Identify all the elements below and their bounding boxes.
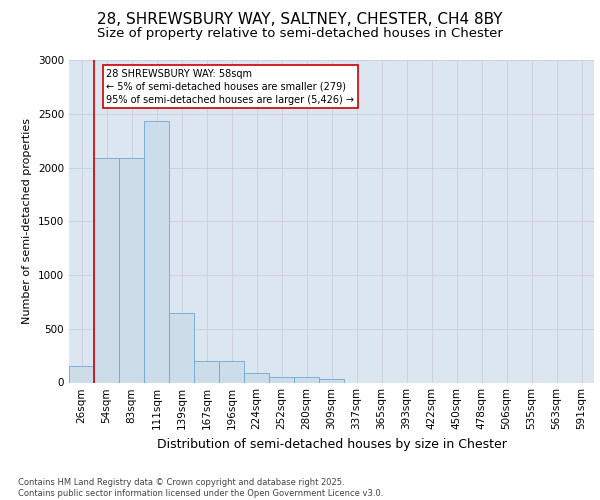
Bar <box>319 380 344 382</box>
Bar <box>169 312 194 382</box>
Text: 28, SHREWSBURY WAY, SALTNEY, CHESTER, CH4 8BY: 28, SHREWSBURY WAY, SALTNEY, CHESTER, CH… <box>97 12 503 28</box>
Bar <box>119 158 144 382</box>
Text: Contains HM Land Registry data © Crown copyright and database right 2025.
Contai: Contains HM Land Registry data © Crown c… <box>18 478 383 498</box>
X-axis label: Distribution of semi-detached houses by size in Chester: Distribution of semi-detached houses by … <box>157 438 506 451</box>
Bar <box>144 122 169 382</box>
Y-axis label: Number of semi-detached properties: Number of semi-detached properties <box>22 118 32 324</box>
Bar <box>69 366 94 382</box>
Text: Size of property relative to semi-detached houses in Chester: Size of property relative to semi-detach… <box>97 28 503 40</box>
Bar <box>194 361 219 382</box>
Bar <box>294 377 319 382</box>
Text: 28 SHREWSBURY WAY: 58sqm
← 5% of semi-detached houses are smaller (279)
95% of s: 28 SHREWSBURY WAY: 58sqm ← 5% of semi-de… <box>107 68 355 105</box>
Bar <box>244 374 269 382</box>
Bar <box>219 361 244 382</box>
Bar <box>269 377 294 382</box>
Bar <box>94 158 119 382</box>
